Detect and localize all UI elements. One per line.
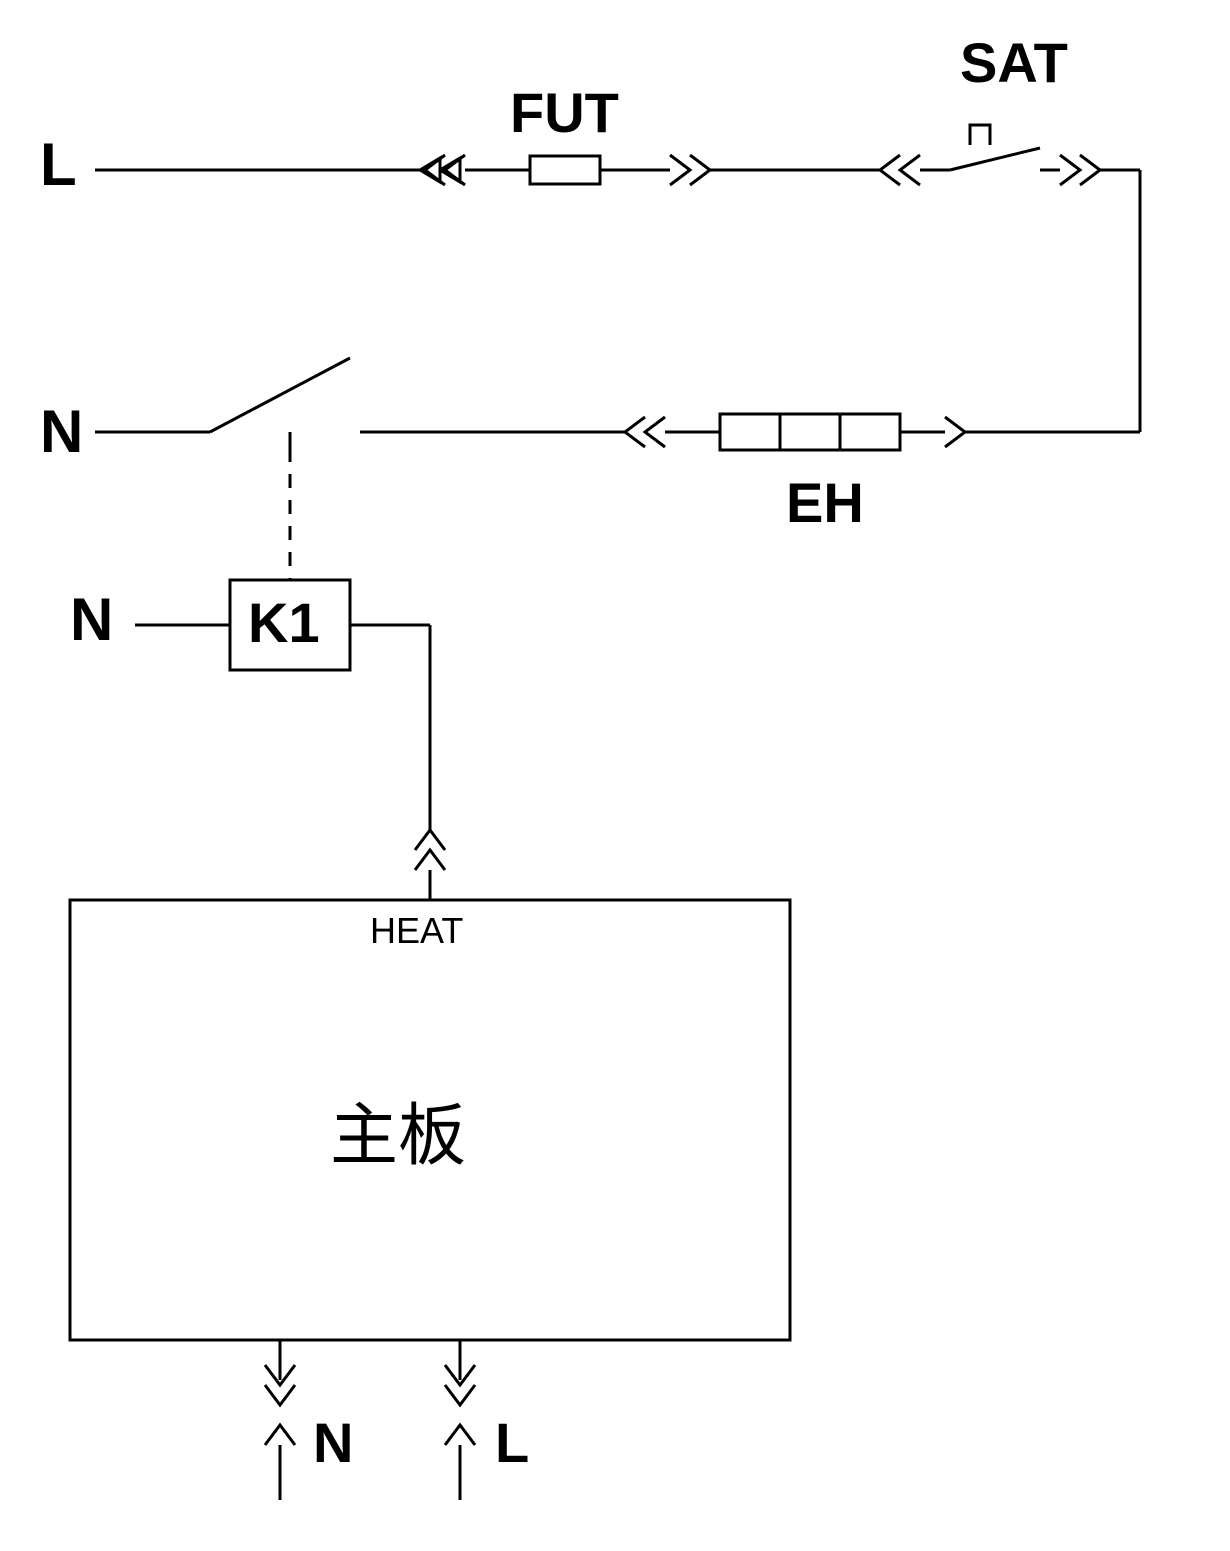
switch-k1-contact [210,358,350,448]
chevron-sat-right [1060,155,1100,185]
chevron-N-out-outer [265,1425,295,1445]
chevron-L-out-outer [445,1425,475,1445]
chevron-heat-in [415,830,445,870]
sat-switch [950,125,1040,170]
chevron-sat-left [880,155,920,185]
relay-k1-box [230,580,350,670]
circuit-svg [0,0,1230,1551]
mainboard-box [70,900,790,1340]
chevron-fut-right [670,155,710,185]
chevron-eh-left [625,417,665,447]
heater-eh [720,414,900,450]
fuse-fut [530,156,600,184]
chevron-eh-right [945,417,965,447]
